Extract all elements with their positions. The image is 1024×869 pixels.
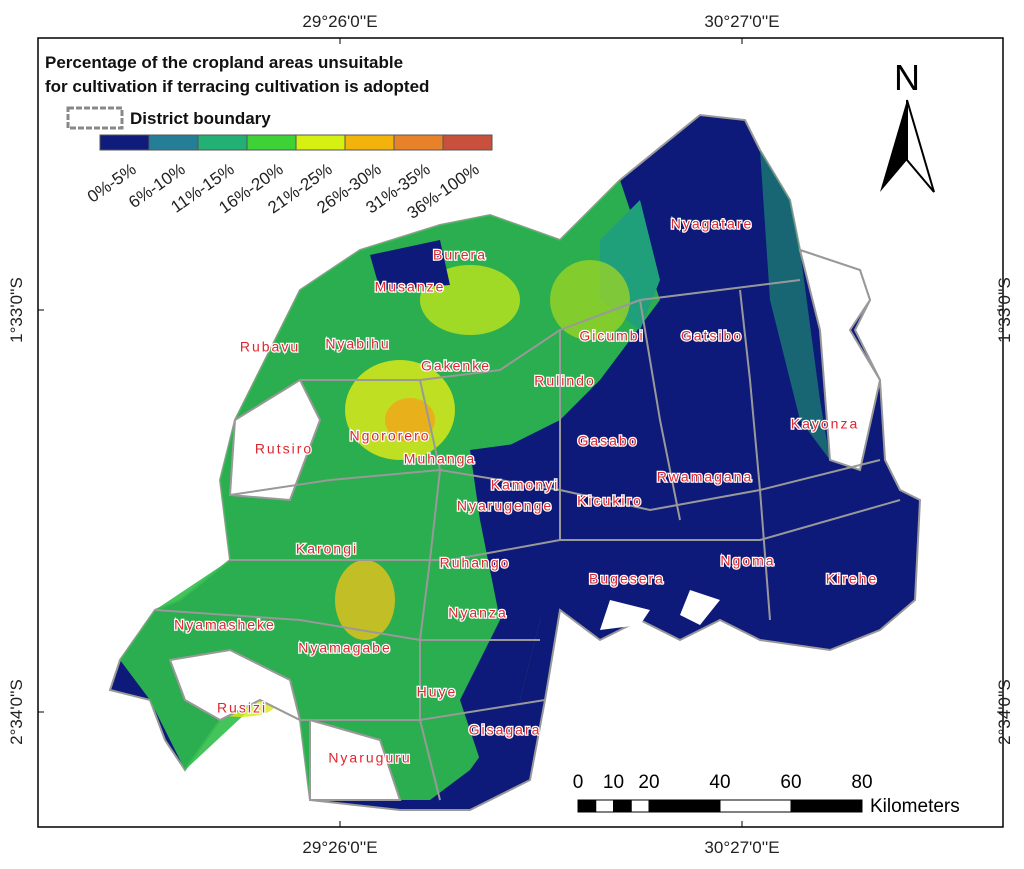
map-title: for cultivation if terracing cultivation… [45, 77, 429, 96]
district-label: Gatsibo [681, 328, 743, 344]
legend-swatch [246, 134, 297, 151]
district-label: Kirehe [826, 571, 878, 587]
district-label: Rwamagana [657, 469, 754, 485]
district-label: Nyamagabe [298, 640, 392, 656]
district-label: Kicukiro [577, 493, 643, 509]
district-label: Rubavu [240, 339, 300, 355]
longitude-label: 29°26'0''E [302, 12, 377, 31]
scale-segment [577, 799, 597, 813]
no-data [309, 718, 402, 801]
legend-swatch [393, 134, 444, 151]
district-label: Ngororero [349, 428, 430, 444]
scale-segment [790, 799, 863, 813]
musanze-low [370, 240, 450, 290]
latitude-label: 1°33'0''S [7, 277, 26, 343]
scale-segment [630, 799, 650, 813]
central-low [460, 440, 560, 760]
longitude-label: 30°27'0''E [704, 838, 779, 857]
district-label: Kayonza [791, 416, 859, 432]
north-arrow [906, 99, 935, 193]
scale-tick-label: 40 [709, 772, 730, 793]
hotspot [550, 260, 630, 340]
legend-swatch [197, 134, 248, 151]
district-label: Karongi [296, 541, 358, 557]
hotspot [335, 560, 395, 640]
longitude-label: 30°27'0''E [704, 12, 779, 31]
legend-swatch [295, 134, 346, 151]
longitude-label: 29°26'0''E [302, 838, 377, 857]
boundary-label: District boundary [130, 109, 271, 128]
map-title: Percentage of the cropland areas unsuita… [45, 53, 403, 72]
district-label: Burera [433, 247, 487, 263]
district-label: Rutsiro [255, 441, 313, 457]
no-data [798, 248, 882, 472]
north-label: N [894, 57, 920, 98]
district-label: Rulindo [534, 373, 595, 389]
district-label: Nyamasheke [174, 617, 276, 633]
latitude-label: 2°34'0''S [7, 679, 26, 745]
country-raster [108, 113, 922, 811]
district-label: Kamonyi [491, 477, 559, 493]
latitude-label: 1°33'0''S [995, 277, 1014, 343]
district-label: Nyabihu [325, 336, 390, 352]
district-label: Muhanga [404, 451, 476, 467]
north-arrow [880, 100, 907, 192]
district-label: Rusizi [217, 700, 267, 716]
district-label: Nyanza [448, 605, 507, 621]
district-label: Gasabo [577, 433, 638, 449]
scale-tick-label: 60 [780, 772, 801, 793]
district-label: Musanze [375, 279, 446, 295]
district-label: Ngoma [720, 553, 775, 569]
no-data [168, 648, 302, 722]
no-data [600, 600, 650, 630]
district-boundaries [154, 279, 901, 801]
scale-segment [595, 799, 614, 813]
scale-segment [648, 799, 721, 813]
legend-swatch [344, 134, 395, 151]
legend-swatch [148, 134, 199, 151]
hotspot [385, 398, 435, 442]
district-label: Gicumbi [579, 328, 644, 344]
label-layer: Percentage of the cropland areas unsuita… [7, 12, 1014, 857]
scale-segment [613, 799, 632, 813]
no-data [680, 590, 720, 625]
district-label: Bugesera [589, 571, 665, 587]
district-label: Nyarugenge [457, 498, 553, 514]
latitude-label: 2°34'0''S [995, 679, 1014, 745]
no-data [228, 378, 322, 502]
scale-tick-label: 0 [573, 772, 584, 793]
district-label: Nyaruguru [328, 750, 411, 766]
scale-tick-label: 80 [851, 772, 872, 793]
district-label: Huye [417, 684, 458, 700]
district-label: Gakenke [421, 358, 491, 374]
scale-tick-label: 10 [603, 772, 624, 793]
legend-swatch [99, 134, 150, 151]
district-label: Ruhango [440, 555, 511, 571]
scale-segment [719, 799, 792, 813]
eastern-strip [760, 150, 830, 460]
scale-unit: Kilometers [870, 796, 960, 817]
district-label: Nyagatare [671, 216, 754, 232]
legend-swatch [442, 134, 493, 151]
scale-tick-label: 20 [638, 772, 659, 793]
district-label: Gisagara [469, 722, 542, 738]
boundary-swatch [66, 106, 124, 130]
